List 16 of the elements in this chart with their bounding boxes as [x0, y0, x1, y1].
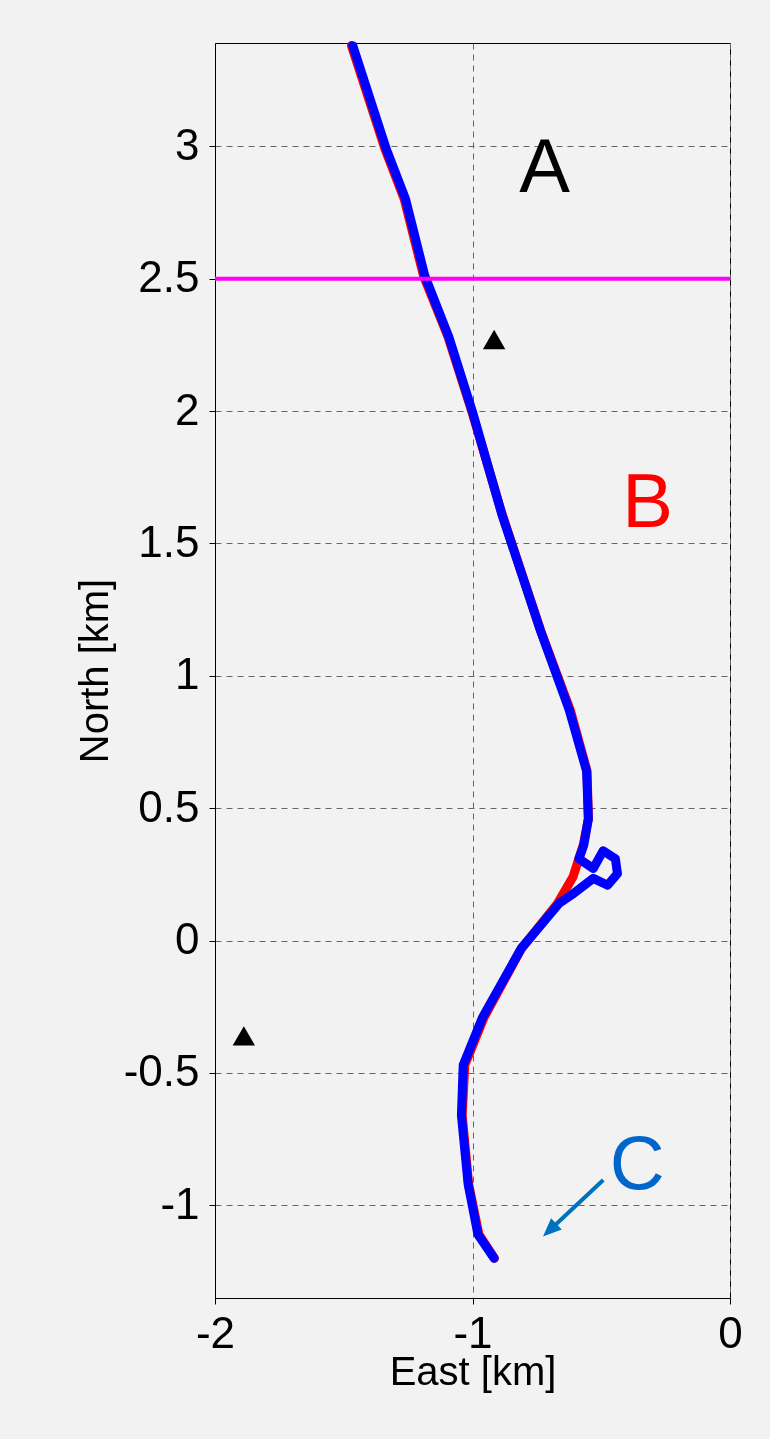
x-tick-label: 0 — [718, 1307, 743, 1357]
y-tick-label: 2.5 — [138, 252, 200, 302]
annotation: C — [609, 1120, 665, 1206]
annotation: B — [622, 457, 673, 543]
annotation: A — [519, 122, 571, 208]
y-tick-label: 0.5 — [138, 781, 200, 831]
y-tick-label: 1 — [175, 649, 200, 699]
y-tick-label: -0.5 — [123, 1046, 200, 1096]
x-tick-label: -2 — [195, 1307, 236, 1357]
y-tick-label: 1.5 — [138, 516, 200, 566]
y-tick-label: 2 — [175, 384, 200, 434]
y-tick-label: 0 — [175, 914, 200, 964]
y-axis-title: North [km] — [71, 578, 116, 764]
y-tick-label: -1 — [160, 1178, 200, 1228]
x-axis-title: East [km] — [389, 1348, 557, 1393]
y-tick-label: 3 — [175, 119, 200, 169]
